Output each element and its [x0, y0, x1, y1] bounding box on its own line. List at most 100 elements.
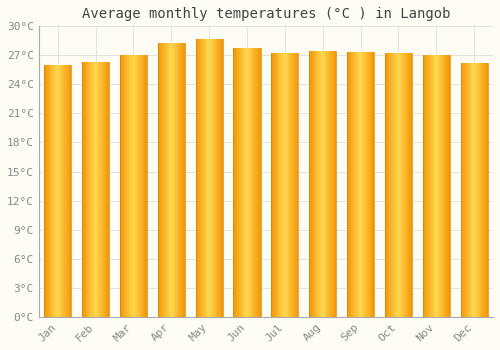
- Bar: [182, 43, 183, 317]
- Bar: [316, 51, 318, 317]
- Bar: [282, 54, 283, 317]
- Bar: [160, 43, 162, 317]
- Bar: [331, 51, 332, 317]
- Bar: [96, 62, 98, 317]
- Bar: [468, 63, 469, 317]
- Bar: [206, 39, 208, 317]
- Bar: [180, 43, 182, 317]
- Bar: [477, 63, 478, 317]
- Bar: [486, 63, 487, 317]
- Bar: [467, 63, 468, 317]
- Bar: [204, 39, 206, 317]
- Bar: [64, 65, 65, 317]
- Bar: [326, 51, 328, 317]
- Bar: [124, 55, 126, 317]
- Bar: [55, 65, 56, 317]
- Bar: [218, 39, 219, 317]
- Bar: [174, 43, 175, 317]
- Bar: [93, 62, 94, 317]
- Bar: [84, 62, 86, 317]
- Bar: [211, 39, 212, 317]
- Bar: [44, 65, 45, 317]
- Bar: [314, 51, 316, 317]
- Bar: [252, 48, 254, 317]
- Bar: [447, 55, 448, 317]
- Bar: [173, 43, 174, 317]
- Bar: [52, 65, 53, 317]
- Bar: [462, 63, 463, 317]
- Bar: [126, 55, 127, 317]
- Bar: [256, 48, 257, 317]
- Bar: [210, 39, 211, 317]
- Bar: [334, 51, 336, 317]
- Bar: [238, 48, 239, 317]
- Bar: [321, 51, 322, 317]
- Bar: [349, 52, 350, 317]
- Bar: [254, 48, 255, 317]
- Bar: [360, 52, 362, 317]
- Bar: [394, 54, 395, 317]
- Bar: [293, 54, 294, 317]
- Bar: [163, 43, 164, 317]
- Bar: [348, 52, 349, 317]
- Bar: [209, 39, 210, 317]
- Bar: [176, 43, 178, 317]
- Bar: [212, 39, 213, 317]
- Bar: [476, 63, 477, 317]
- Bar: [250, 48, 252, 317]
- Bar: [463, 63, 464, 317]
- Bar: [248, 48, 249, 317]
- Bar: [483, 63, 484, 317]
- Bar: [139, 55, 140, 317]
- Bar: [58, 65, 59, 317]
- Bar: [347, 52, 348, 317]
- Bar: [56, 65, 57, 317]
- Bar: [222, 39, 223, 317]
- Bar: [449, 55, 450, 317]
- Bar: [470, 63, 472, 317]
- Bar: [439, 55, 440, 317]
- Bar: [108, 62, 109, 317]
- Bar: [66, 65, 67, 317]
- Bar: [168, 43, 170, 317]
- Bar: [403, 54, 404, 317]
- Bar: [310, 51, 311, 317]
- Bar: [164, 43, 165, 317]
- Bar: [465, 63, 466, 317]
- Bar: [424, 55, 426, 317]
- Bar: [98, 62, 99, 317]
- Title: Average monthly temperatures (°C ) in Langob: Average monthly temperatures (°C ) in La…: [82, 7, 450, 21]
- Bar: [432, 55, 434, 317]
- Bar: [320, 51, 321, 317]
- Bar: [485, 63, 486, 317]
- Bar: [410, 54, 411, 317]
- Bar: [220, 39, 221, 317]
- Bar: [219, 39, 220, 317]
- Bar: [249, 48, 250, 317]
- Bar: [202, 39, 203, 317]
- Bar: [165, 43, 166, 317]
- Bar: [362, 52, 364, 317]
- Bar: [140, 55, 141, 317]
- Bar: [101, 62, 102, 317]
- Bar: [258, 48, 259, 317]
- Bar: [53, 65, 54, 317]
- Bar: [368, 52, 370, 317]
- Bar: [48, 65, 50, 317]
- Bar: [278, 54, 280, 317]
- Bar: [104, 62, 106, 317]
- Bar: [288, 54, 290, 317]
- Bar: [286, 54, 288, 317]
- Bar: [332, 51, 334, 317]
- Bar: [88, 62, 89, 317]
- Bar: [356, 52, 357, 317]
- Bar: [138, 55, 139, 317]
- Bar: [70, 65, 72, 317]
- Bar: [196, 39, 198, 317]
- Bar: [144, 55, 146, 317]
- Bar: [242, 48, 244, 317]
- Bar: [184, 43, 185, 317]
- Bar: [350, 52, 352, 317]
- Bar: [487, 63, 488, 317]
- Bar: [358, 52, 360, 317]
